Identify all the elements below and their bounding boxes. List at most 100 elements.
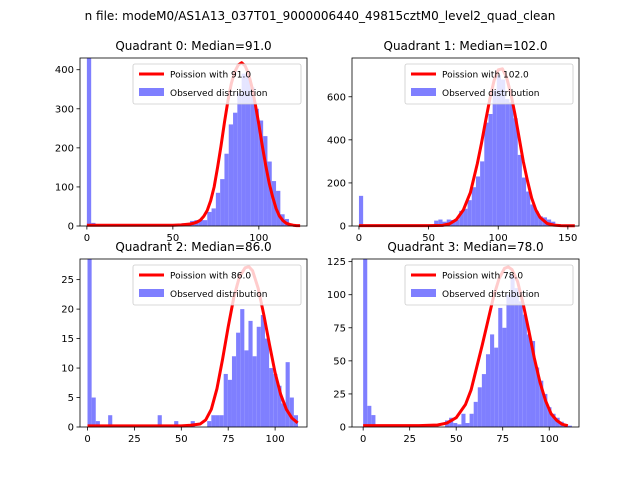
histogram-bar: [198, 219, 203, 226]
histogram-bar: [526, 334, 531, 427]
histogram-bar: [224, 153, 229, 226]
axes-frame: [79, 258, 308, 428]
x-tick-label: 100: [249, 233, 268, 244]
subplot-quadrant-1: Quadrant 1: Median=102.0 0 50 100 150 0 200 40…: [327, 39, 580, 244]
histogram-bar: [434, 220, 439, 226]
x-tick-label: 150: [558, 233, 577, 244]
histogram-bar: [463, 208, 468, 226]
histogram-bar: [95, 421, 100, 427]
x-tick-label: 50: [166, 233, 179, 244]
x-tick-label: 25: [128, 434, 141, 445]
histogram-bar: [506, 294, 511, 427]
histogram-bar: [530, 204, 535, 226]
histogram-bar: [473, 401, 478, 427]
histogram-bar: [223, 373, 228, 427]
legend-observed-swatch: [139, 289, 164, 297]
x-tick-label: 50: [422, 233, 435, 244]
histogram-bar: [244, 350, 249, 427]
y-tick-label: 75: [333, 323, 346, 334]
histogram-bar: [276, 190, 281, 226]
histogram-bar: [501, 79, 506, 226]
y-tick-label: 0: [68, 423, 74, 434]
histogram-bar: [258, 120, 264, 226]
axes-frame: [351, 57, 580, 227]
y-tick-label: 600: [327, 92, 346, 103]
legend-observed-label: Observed distribution: [442, 89, 539, 99]
histogram-bar: [91, 397, 96, 427]
histogram-bar: [269, 368, 274, 427]
histogram-bar: [281, 403, 286, 427]
y-tick-label: 100: [55, 182, 74, 193]
histogram-bar: [543, 393, 548, 427]
histogram-bar: [260, 315, 265, 427]
histogram-bar: [449, 417, 454, 427]
y-tick-label: 0: [340, 423, 346, 434]
histogram-bar: [285, 362, 290, 427]
histogram-bar: [492, 90, 497, 226]
histogram-bar: [471, 187, 476, 226]
y-tick-label: 0: [68, 222, 74, 233]
histogram-bar: [157, 415, 162, 427]
histogram-bar: [461, 413, 466, 427]
subplot-title: Quadrant 3: Median=78.0: [387, 240, 543, 254]
y-tick-label: 5: [68, 393, 74, 404]
subplot-quadrant-2: Quadrant 2: Median=86.0 0 25 50 75 100 0 5 10 15…: [61, 240, 308, 445]
legend-box: [404, 63, 574, 105]
histogram-bar: [87, 259, 92, 427]
x-tick-label: 0: [84, 233, 90, 244]
x-tick-label: 0: [84, 434, 90, 445]
histogram-bar: [514, 288, 519, 427]
histogram-bar: [475, 176, 481, 226]
y-tick-label: 125: [327, 257, 346, 268]
histogram-bar: [267, 161, 272, 226]
histogram-bar: [231, 356, 237, 427]
histogram-bar: [455, 219, 460, 226]
legend-poisson-label: Poission with 91.0: [170, 71, 251, 81]
histogram-bar: [438, 219, 443, 226]
histogram-bar: [227, 379, 232, 427]
histogram-bar: [215, 415, 220, 427]
histogram-bar: [526, 191, 531, 226]
legend-observed-swatch: [411, 88, 436, 96]
histogram-bar: [547, 407, 552, 427]
histogram-bar: [371, 415, 376, 427]
histogram-bar: [551, 413, 556, 427]
x-tick-label: 50: [175, 434, 188, 445]
y-tick-label: 10: [61, 364, 74, 375]
x-tick-label: 75: [222, 434, 235, 445]
histogram-bar: [535, 367, 540, 427]
legend-observed-swatch: [139, 88, 164, 96]
y-tick-label: 0: [340, 222, 346, 233]
histogram-bar: [254, 108, 259, 226]
histogram-bar: [484, 122, 489, 226]
axes-frame: [79, 57, 308, 227]
histogram-bar: [273, 373, 278, 427]
subplot-title: Quadrant 2: Median=86.0: [115, 240, 271, 254]
histogram-bar: [518, 301, 523, 427]
histogram-bar: [211, 415, 216, 427]
histogram-bar: [517, 154, 522, 226]
legend-observed-label: Observed distribution: [442, 290, 539, 300]
histogram-bar: [485, 354, 491, 427]
subplot-title: Quadrant 1: Median=102.0: [384, 39, 548, 53]
legend-box: [132, 264, 302, 306]
histogram-bar: [459, 210, 464, 226]
legend-poisson-label: Poission with 102.0: [442, 71, 529, 81]
x-tick-label: 100: [540, 434, 559, 445]
histogram-bar: [219, 415, 224, 427]
x-tick-label: 50: [450, 434, 463, 445]
histogram-bar: [233, 112, 238, 226]
histogram-bar: [539, 380, 544, 427]
histogram-bar: [505, 98, 510, 226]
subplot-title: Quadrant 0: Median=91.0: [115, 39, 271, 53]
x-tick-label: 100: [489, 233, 508, 244]
poisson-curve: [86, 61, 301, 228]
histogram-bar: [215, 192, 221, 226]
histogram-bar: [510, 274, 515, 427]
figure-suptitle: n file: modeM0/AS1A13_037T01_9000006440_…: [85, 9, 556, 23]
y-tick-label: 25: [61, 275, 74, 286]
histogram-bar: [237, 93, 242, 226]
histogram-bar: [207, 211, 212, 226]
x-tick-label: 25: [403, 434, 416, 445]
